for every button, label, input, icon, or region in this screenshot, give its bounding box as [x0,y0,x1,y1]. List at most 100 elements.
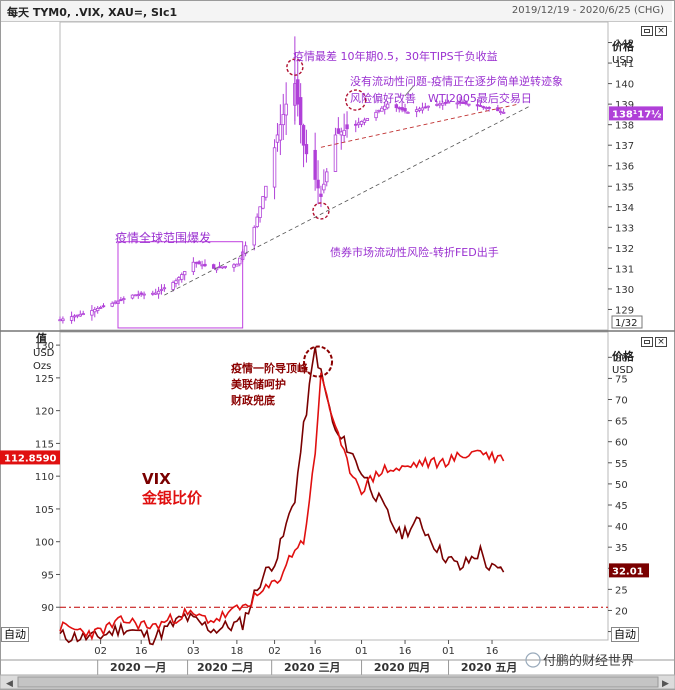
lower-peak-circle [303,345,334,378]
candle-body [182,271,187,276]
vix-series-line [59,346,505,646]
candle-body [380,107,384,112]
right-tick-label: 80 [615,353,628,364]
close-icon[interactable]: × [655,26,667,36]
x-month-label: 2020 二月 [197,661,253,674]
upper-tick-label: 129 [615,305,634,316]
candle-body [487,107,491,109]
right-tick-label: 25 [615,585,628,596]
x-tick-label: 16 [486,646,499,657]
candle-body [159,289,164,291]
outbreak-box [117,241,244,329]
upper-tick-label: 142 [615,39,634,50]
upper-tick-label: 141 [615,59,634,70]
candle-body [383,105,387,110]
candle-body [313,149,317,180]
candle-body [61,318,65,322]
last-price-box [609,106,663,121]
candle-body [397,107,401,110]
candle-body [75,314,80,317]
candle-body [478,105,483,107]
candle-body [200,264,204,267]
restore-icon-lower[interactable] [641,337,653,347]
candle-body [162,287,167,290]
candle-body [171,282,175,290]
left-tick-label: 120 [35,407,54,418]
chart-title: 每天 TYM0, .VIX, XAU=, SIc1 [7,6,178,19]
gold-silver-ratio-line [59,372,505,641]
left-axis-unit: USD [33,348,55,359]
restore-icon[interactable] [641,26,653,36]
x-month-label: 2020 四月 [374,661,430,674]
candle-body [496,107,500,112]
candle-body [93,309,97,313]
annotation-liquidity-2: 风险偏好改善 [350,91,416,105]
x-tick-label: 18 [231,646,244,657]
peak-circle [286,58,304,76]
candle-body [278,124,283,141]
left-tick-label: 110 [35,472,54,483]
candle-body [153,292,158,295]
candle-body [400,107,404,111]
upper-tick-label: 139 [615,100,634,111]
close-icon-lower[interactable]: × [655,337,667,347]
x-month-label: 2020 一月 [110,661,166,674]
candle-body [272,147,277,188]
x-tick-label: 03 [187,646,200,657]
candle-body [232,264,236,268]
candle-body [243,245,248,255]
candle-body [304,144,309,155]
candle-body [325,171,329,183]
legend-vix: VIX [142,470,171,488]
right-tick-label: 50 [615,480,628,491]
candle-body [467,103,471,106]
lower-annotation-line: 美联储呵护 [231,377,286,391]
candle-body [69,316,74,321]
candle-body [339,131,343,136]
upper-tick-label: 136 [615,162,634,173]
right-axis-title: 价格 [612,349,635,363]
candle-body [113,301,117,304]
scroll-left-icon: ◀ [6,679,13,689]
candle-body [481,106,486,109]
candle-body [359,121,364,125]
candle-body [261,196,265,209]
annotation-peak: 疫情最差 10年期0.5，30年TIPS千负收益 [293,49,498,63]
candle-body [298,97,303,126]
candle-body [484,107,488,110]
right-tick-label: 70 [615,396,628,407]
candle-body [446,101,451,104]
candle-body [194,261,198,264]
upper-tick-label: 137 [615,141,634,152]
candle-body [365,118,370,121]
x-month-label: 2020 三月 [284,661,340,674]
left-tick-label: 100 [35,538,54,549]
auto-scale-right-button[interactable]: 自动 [611,627,639,642]
candle-body [499,111,503,113]
right-tick-label: 20 [615,606,628,617]
left-tick-label: 90 [41,603,54,614]
candle-body [136,294,140,296]
candle-body [98,307,103,309]
auto-scale-left-button[interactable]: 自动 [1,627,29,642]
candle-body [255,216,259,227]
x-tick-label: 16 [399,646,412,657]
candle-body [441,102,445,106]
x-tick-label: 02 [94,646,107,657]
candle-body [58,319,62,322]
date-range: 2019/12/19 - 2020/6/25 (CHG) [511,5,664,16]
candle-body [180,274,184,280]
ratio-last-box [0,450,60,465]
candle-body [420,107,425,111]
candle-body [130,294,135,299]
candle-body [217,266,222,269]
right-tick-label: 40 [615,522,628,533]
scale-box [611,315,643,329]
candle-body [296,79,300,105]
candle-body [377,109,381,112]
candle-body [406,111,410,114]
left-tick-label: 125 [35,374,54,385]
candle-body [284,103,288,116]
right-tick-label: 35 [615,543,628,554]
candle-body [319,193,323,197]
